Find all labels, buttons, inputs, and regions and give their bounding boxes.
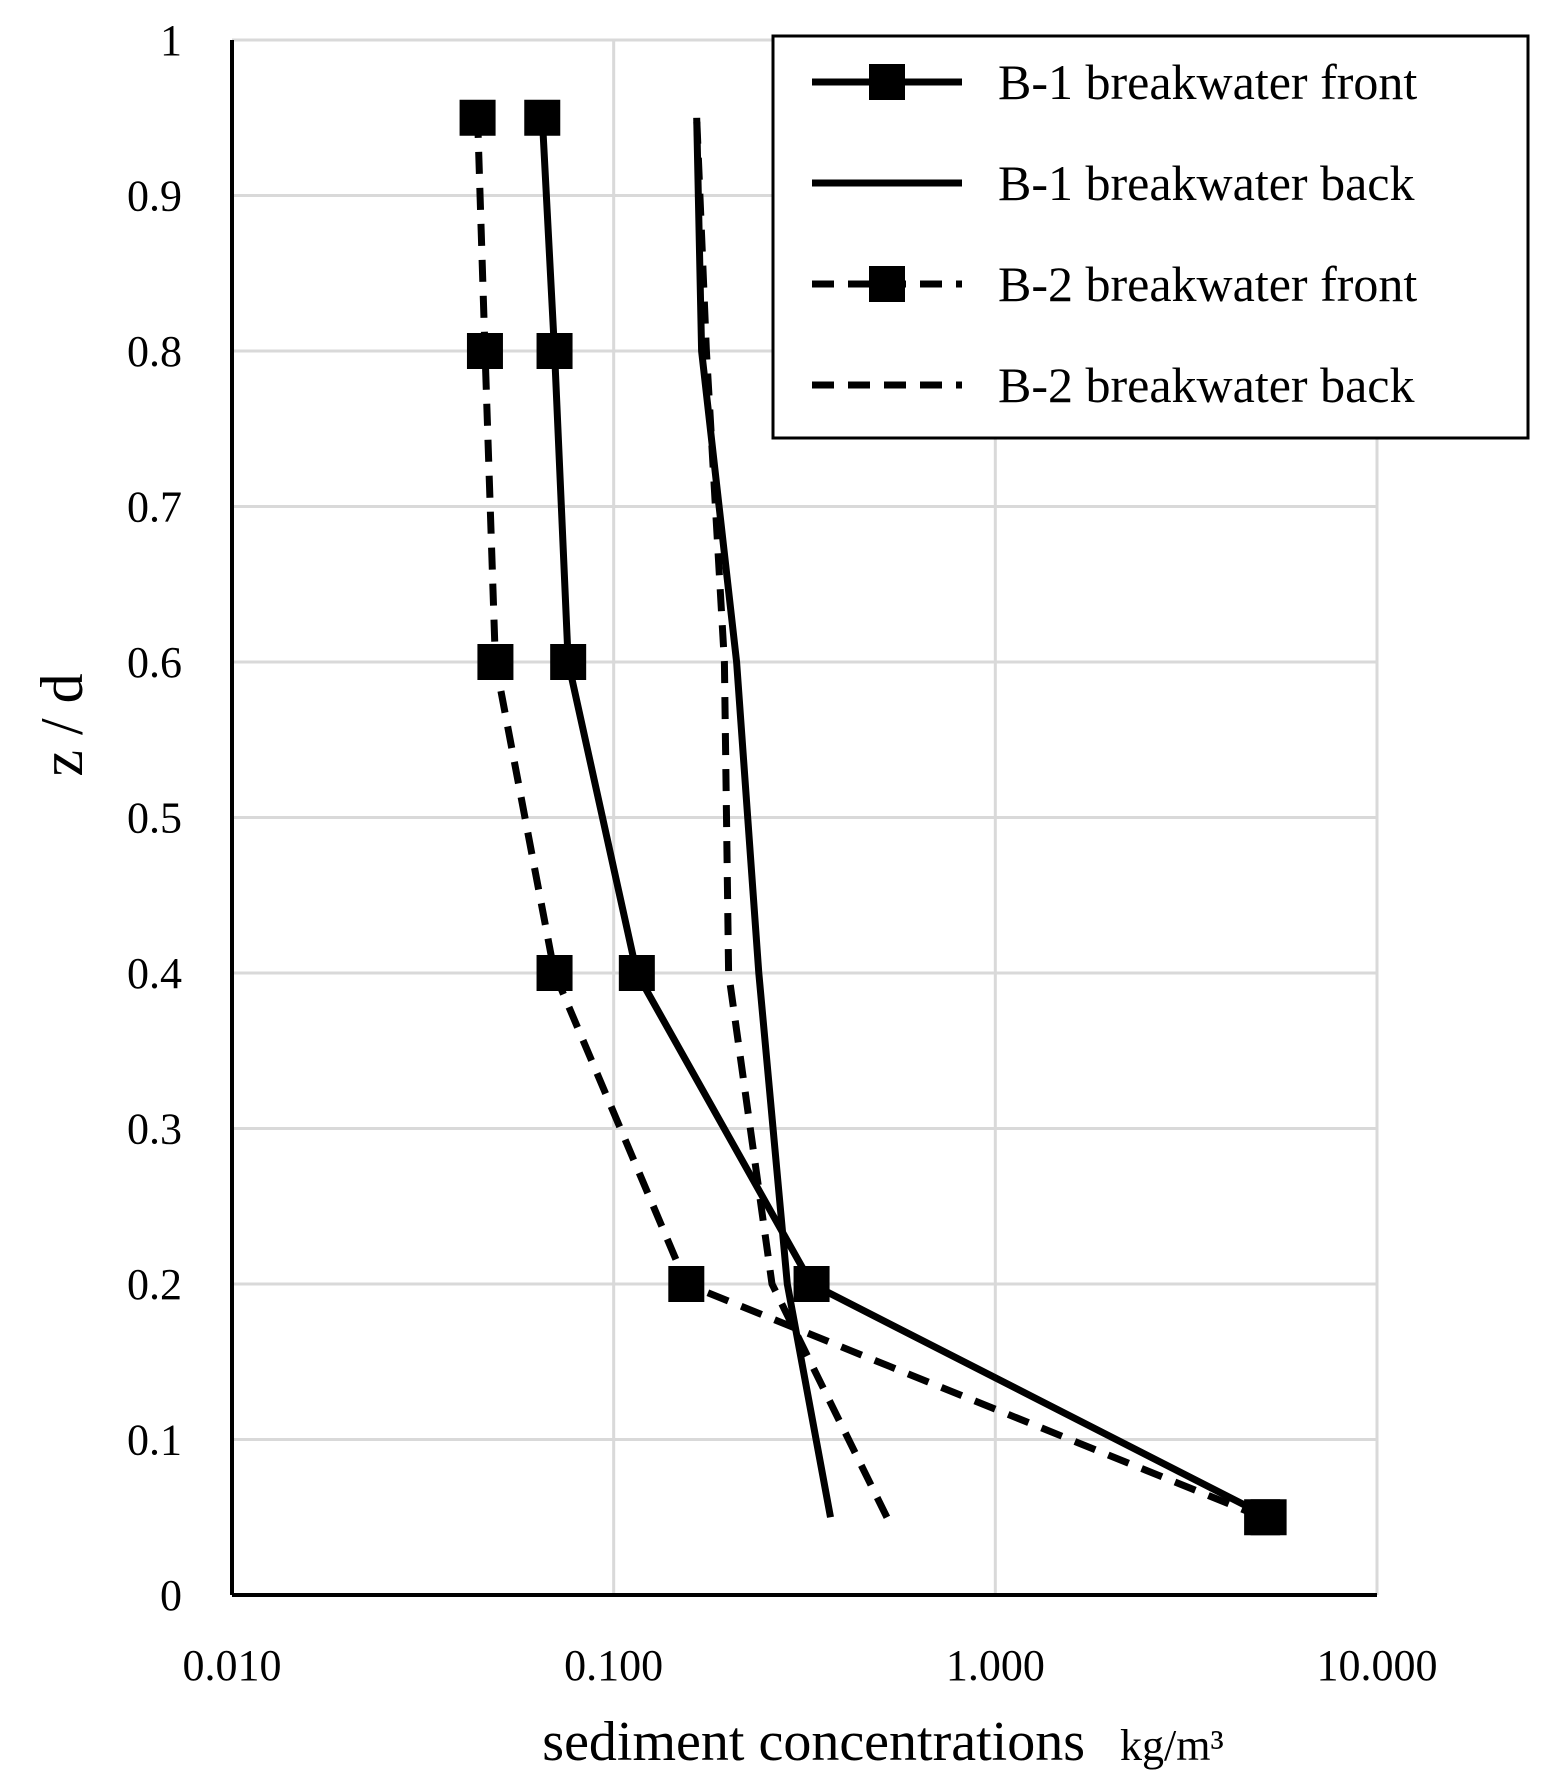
legend-marker <box>869 266 905 302</box>
series-3 <box>459 99 1281 1536</box>
legend-label: B-1 breakwater front <box>998 54 1417 110</box>
y-tick-label: 0.6 <box>127 638 182 687</box>
x-tick-label: 0.100 <box>564 1641 663 1690</box>
data-point <box>668 1266 705 1302</box>
legend-box <box>771 34 1530 440</box>
series-layer <box>459 99 1287 1536</box>
y-tick-label: 0.2 <box>127 1260 182 1309</box>
legend-label: B-1 breakwater back <box>998 155 1414 211</box>
series-line <box>693 117 891 1519</box>
y-axis-ticks: 0 0.1 0.2 0.3 0.4 0.5 0.6 0.7 0.8 0.9 1 <box>127 16 182 1620</box>
x-tick-label: 0.010 <box>183 1641 282 1690</box>
data-point <box>550 644 587 680</box>
legend-item: B-2 breakwater back <box>812 357 1414 413</box>
y-tick-label: 0.4 <box>127 949 182 998</box>
y-tick-label: 0.9 <box>127 172 182 221</box>
x-tick-label: 10.000 <box>1317 1641 1438 1690</box>
legend-item: B-1 breakwater front <box>812 54 1417 110</box>
y-tick-label: 0 <box>160 1571 182 1620</box>
y-tick-label: 0.7 <box>127 483 182 532</box>
legend-label: B-2 breakwater back <box>998 357 1414 413</box>
x-axis-unit: kg/m³ <box>1120 1721 1224 1770</box>
y-axis-title: z / d <box>29 673 95 776</box>
data-point <box>793 1266 830 1302</box>
x-tick-label: 1.000 <box>946 1641 1045 1690</box>
series-line <box>693 117 834 1518</box>
y-tick-label: 0.1 <box>127 1416 182 1465</box>
legend-marker <box>869 64 905 100</box>
legend-item: B-1 breakwater back <box>812 155 1414 211</box>
series-line <box>538 117 1271 1521</box>
data-point <box>477 644 514 680</box>
data-point <box>536 955 573 991</box>
legend: B-1 breakwater front B-1 breakwater back B… <box>771 34 1530 440</box>
y-tick-label: 0.8 <box>127 327 182 376</box>
series-line <box>474 117 1264 1521</box>
x-axis-ticks: 0.010 0.100 1.000 10.000 <box>183 1641 1438 1690</box>
data-point <box>459 99 496 136</box>
data-point <box>536 333 573 369</box>
legend-label: B-2 breakwater front <box>998 256 1417 312</box>
series-1 <box>524 99 1287 1536</box>
series-2 <box>693 117 834 1518</box>
x-axis-title: sediment concentrations <box>542 1711 1085 1773</box>
y-tick-label: 0.3 <box>127 1105 182 1154</box>
legend-item: B-2 breakwater front <box>812 256 1417 312</box>
data-point <box>1244 1499 1281 1536</box>
data-point <box>524 99 561 136</box>
data-point <box>466 333 503 369</box>
data-point <box>618 955 655 991</box>
y-tick-label: 0.5 <box>127 794 182 843</box>
series-4 <box>693 117 891 1519</box>
axes <box>230 40 1377 1597</box>
y-tick-label: 1 <box>160 16 182 65</box>
